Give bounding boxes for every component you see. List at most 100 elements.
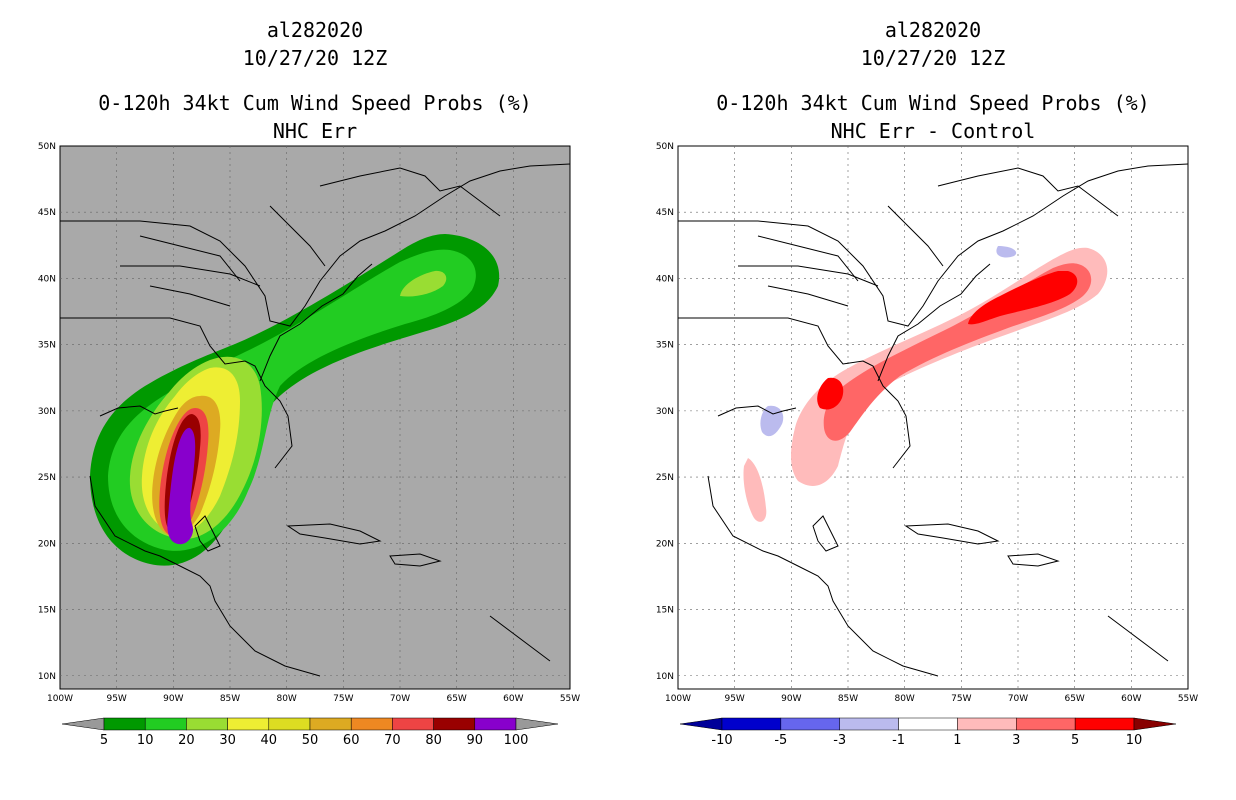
colorbar-segment [957, 717, 1017, 731]
colorbar-segment [898, 717, 958, 731]
colorbar-segment [186, 717, 228, 731]
y-tick-label: 10N [656, 672, 674, 682]
y-tick-label: 30N [38, 407, 56, 417]
x-tick-label: 95W [106, 694, 126, 704]
x-tick-label: 65W [446, 694, 466, 704]
colorbar-label: 5 [1071, 733, 1079, 748]
prob-20-30 [400, 270, 447, 297]
colorbar-label: 3 [1012, 733, 1020, 748]
x-tick-label: 70W [1008, 694, 1028, 704]
x-tick-label: 95W [724, 694, 744, 704]
y-tick-label: 50N [656, 142, 674, 152]
colorbar-label: 30 [219, 733, 236, 748]
x-tick-label: 60W [1121, 694, 1141, 704]
right-y-axis-ticks: 10N 15N 20N 25N 30N 35N 40N 45N 50N [656, 142, 674, 682]
colorbar-label: 40 [261, 733, 278, 748]
x-tick-label: 75W [951, 694, 971, 704]
left-coastlines [60, 163, 571, 677]
diff-5-10-gulf [817, 377, 844, 410]
colorbar-label: 90 [467, 733, 484, 748]
colorbar-label: 10 [1126, 733, 1143, 748]
colorbar-segment [839, 717, 899, 731]
y-tick-label: 25N [656, 473, 674, 483]
colorbar-over-arrow [515, 717, 559, 731]
diff-neg-1-3 [760, 405, 784, 437]
x-tick-label: 75W [333, 694, 353, 704]
left-map-panel: 100W 95W 90W 85W 80W 75W 70W 65W 60W 55W 10N 15N 20… [38, 142, 580, 704]
colorbar-label: 50 [302, 733, 319, 748]
y-tick-label: 40N [38, 274, 56, 284]
right-storm-id: al282020 [884, 18, 982, 42]
y-tick-label: 25N [38, 473, 56, 483]
colorbar-segment [474, 717, 517, 731]
colorbar-label: -1 [892, 733, 905, 748]
y-tick-label: 45N [38, 208, 56, 218]
diff-1-3-south [743, 458, 767, 522]
colorbar-label: -5 [774, 733, 787, 748]
left-subtitle: NHC Err [272, 119, 358, 143]
diff-5-10 [968, 271, 1078, 325]
y-tick-label: 45N [656, 208, 674, 218]
colorbar-label: 60 [343, 733, 360, 748]
right-difference-field [743, 246, 1108, 522]
right-date: 10/27/20 12Z [860, 46, 1006, 70]
x-tick-label: 55W [560, 694, 580, 704]
x-tick-label: 85W [838, 694, 858, 704]
right-map-background [677, 145, 1189, 690]
diff-neg-1-3-ne [996, 246, 1017, 258]
x-tick-label: 80W [894, 694, 914, 704]
x-tick-label: 80W [276, 694, 296, 704]
colorbar-label: -3 [833, 733, 846, 748]
right-map-panel: 100W 95W 90W 85W 80W 75W 70W 65W 60W 55W 10N 15N 20… [656, 142, 1198, 704]
right-subtitle: NHC Err - Control [830, 119, 1036, 143]
colorbar-label: 70 [384, 733, 401, 748]
colorbar-segment [309, 717, 352, 731]
y-tick-label: 20N [656, 539, 674, 549]
colorbar-label: 1 [953, 733, 961, 748]
colorbar-segment [350, 717, 393, 731]
x-tick-label: 65W [1064, 694, 1084, 704]
left-probability-field [90, 234, 500, 566]
colorbar-segment [780, 717, 840, 731]
x-tick-label: 70W [390, 694, 410, 704]
y-tick-label: 10N [38, 672, 56, 682]
colorbar-label: 10 [137, 733, 154, 748]
colorbar-under-arrow [679, 717, 723, 731]
colorbar-over-arrow [1133, 717, 1177, 731]
left-title: 0-120h 34kt Cum Wind Speed Probs (%) [98, 91, 532, 115]
y-tick-label: 50N [38, 142, 56, 152]
colorbar-segment [144, 717, 187, 731]
x-tick-label: 60W [503, 694, 523, 704]
y-tick-label: 35N [656, 341, 674, 351]
x-tick-label: 100W [47, 694, 73, 704]
right-coastlines [678, 163, 1189, 677]
colorbar-label: 100 [504, 733, 529, 748]
y-tick-label: 20N [38, 539, 56, 549]
y-tick-label: 15N [656, 606, 674, 616]
x-tick-label: 100W [665, 694, 691, 704]
y-tick-label: 35N [38, 341, 56, 351]
colorbar-segment [227, 717, 270, 731]
x-tick-label: 55W [1178, 694, 1198, 704]
right-gridlines [678, 146, 1188, 689]
left-x-axis-ticks: 100W 95W 90W 85W 80W 75W 70W 65W 60W 55W [47, 694, 580, 704]
prob-90-100 [167, 427, 196, 545]
colorbar-under-arrow [61, 717, 105, 731]
colorbar-label: 80 [425, 733, 442, 748]
colorbar-segment [103, 717, 146, 731]
colorbar-segment [392, 717, 434, 731]
left-storm-id: al282020 [266, 18, 364, 42]
right-title: 0-120h 34kt Cum Wind Speed Probs (%) [716, 91, 1150, 115]
colorbar-segment [433, 717, 476, 731]
y-tick-label: 40N [656, 274, 674, 284]
colorbar-label: 5 [100, 733, 108, 748]
left-date: 10/27/20 12Z [242, 46, 388, 70]
y-tick-label: 30N [656, 407, 674, 417]
colorbar-segment [268, 717, 311, 731]
left-y-axis-ticks: 10N 15N 20N 25N 30N 35N 40N 45N 50N [38, 142, 56, 682]
right-colorbar: -10 -5 -3 -1 1 3 5 10 [679, 717, 1177, 748]
colorbar-label: 20 [178, 733, 195, 748]
x-tick-label: 90W [163, 694, 183, 704]
colorbar-segment [1016, 717, 1076, 731]
colorbar-segment [1074, 717, 1135, 731]
